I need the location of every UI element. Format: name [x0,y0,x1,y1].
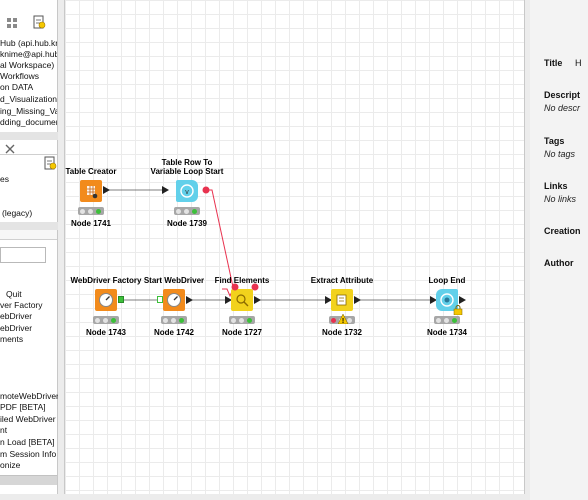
node-search-input[interactable] [0,247,46,263]
node-label[interactable]: Node 1727 [221,328,263,337]
input-port-icon[interactable] [430,296,437,304]
node-label[interactable]: Node 1734 [426,328,468,337]
input-port-icon[interactable] [325,296,332,304]
input-port-icon[interactable] [157,296,163,303]
gauge-icon[interactable] [95,289,117,311]
status-traffic-light [229,316,255,324]
node-title: Find Elements [214,276,270,285]
list-item[interactable]: ebDriver [0,323,33,333]
explorer-item[interactable]: ing_Missing_Va [0,106,58,116]
output-port-icon[interactable] [186,296,193,304]
find-elements-icon[interactable] [231,289,253,311]
grid-icon[interactable] [6,17,18,29]
explorer-item[interactable]: d_Visualization [0,94,58,104]
variable-port-icon[interactable] [231,283,239,291]
node-list-panel [0,230,58,494]
repo-item[interactable]: es [0,174,9,184]
node-label[interactable]: Node 1741 [70,219,112,228]
panel-divider[interactable] [0,132,58,140]
node-title: WebDriver Factory [70,276,142,285]
node-title: Table Creator [65,167,117,176]
output-port-icon[interactable] [254,296,261,304]
refresh-file-icon[interactable] [43,156,57,170]
list-item[interactable]: ver Factory [0,300,43,310]
node-label[interactable]: Node 1742 [153,328,195,337]
variable-port-icon[interactable] [251,283,259,291]
input-port-icon[interactable] [225,296,232,304]
list-item[interactable]: n Load [BETA] [0,437,55,447]
list-item[interactable]: moteWebDriver [0,391,58,401]
explorer-item[interactable]: knime@api.hub [0,49,58,59]
status-traffic-light [174,207,200,215]
svg-text:v: v [185,189,189,196]
list-item[interactable]: ments [0,334,24,344]
node-title: Start WebDriver [143,276,205,285]
loop-end-icon[interactable] [436,289,458,311]
node-label[interactable]: Node 1732 [321,328,363,337]
workflow-canvas[interactable]: Table Creator Node 1741 Table Row To Var… [64,0,525,494]
list-item[interactable]: m Session Info [0,449,57,459]
explorer-item[interactable]: dding_documer [0,117,58,127]
links-label: Links [544,181,568,191]
explorer-item[interactable]: al Workspace) [0,60,55,70]
node-label[interactable]: Node 1739 [166,219,208,228]
gauge-icon[interactable] [163,289,185,311]
description-label: Descript [544,90,581,100]
connection-layer [109,189,437,301]
close-icon[interactable] [4,143,16,155]
extract-attribute-icon[interactable] [331,289,353,311]
list-item[interactable]: PDF [BETA] [0,402,46,412]
tags-value[interactable]: No tags [544,149,576,159]
node-title: Extract Attribute [310,276,374,285]
output-port-icon[interactable] [118,296,124,303]
status-traffic-light [93,316,119,324]
node-list: Quit ver Factory ebDriver ebDriver ments… [0,283,58,475]
node-title: Table Row To [161,158,213,167]
creation-label: Creation [544,226,581,236]
explorer-item[interactable]: Hub (api.hub.kn [0,38,58,48]
lock-icon [453,305,463,315]
tags-label: Tags [544,136,565,146]
variable-connection[interactable] [206,189,234,288]
explorer-item[interactable]: on DATA [0,82,34,92]
list-item[interactable]: ebDriver [0,311,33,321]
input-port-icon[interactable] [162,186,169,194]
output-port-icon[interactable] [103,186,110,194]
node-label[interactable]: Node 1743 [85,328,127,337]
links-value[interactable]: No links [544,194,577,204]
warning-icon[interactable]: ! [338,314,348,324]
explorer-item[interactable]: Workflows [0,71,40,81]
title-label: Title [544,58,563,68]
list-item[interactable]: iled WebDriver [0,414,56,424]
list-item[interactable]: Quit [6,289,22,299]
title-value[interactable]: H [575,58,582,68]
output-port-icon[interactable] [459,296,466,304]
repository-panel: es (legacy) [0,140,58,222]
status-traffic-light [78,207,104,215]
explorer-panel: Hub (api.hub.kn knime@api.hub al Workspa… [0,0,58,132]
panel-divider[interactable] [0,222,58,230]
node-title: Loop End [428,276,466,285]
description-value[interactable]: No descr [544,103,581,113]
description-panel: Title H Descript No descr Tags No tags L… [530,0,588,500]
svg-text:!: ! [342,318,344,324]
refresh-file-icon[interactable] [32,15,46,29]
table-icon[interactable] [80,180,102,202]
node-title: Variable Loop Start [150,167,224,176]
list-item[interactable]: onize [0,460,21,470]
output-port-icon[interactable] [354,296,361,304]
horizontal-scrollbar[interactable] [0,475,57,485]
author-label: Author [544,258,574,268]
list-item[interactable]: nt [0,425,8,435]
status-traffic-light [161,316,187,324]
repo-item[interactable]: (legacy) [2,208,33,218]
variable-port-icon[interactable] [202,186,210,194]
loop-start-icon[interactable]: v [176,180,198,202]
status-traffic-light [434,316,460,324]
